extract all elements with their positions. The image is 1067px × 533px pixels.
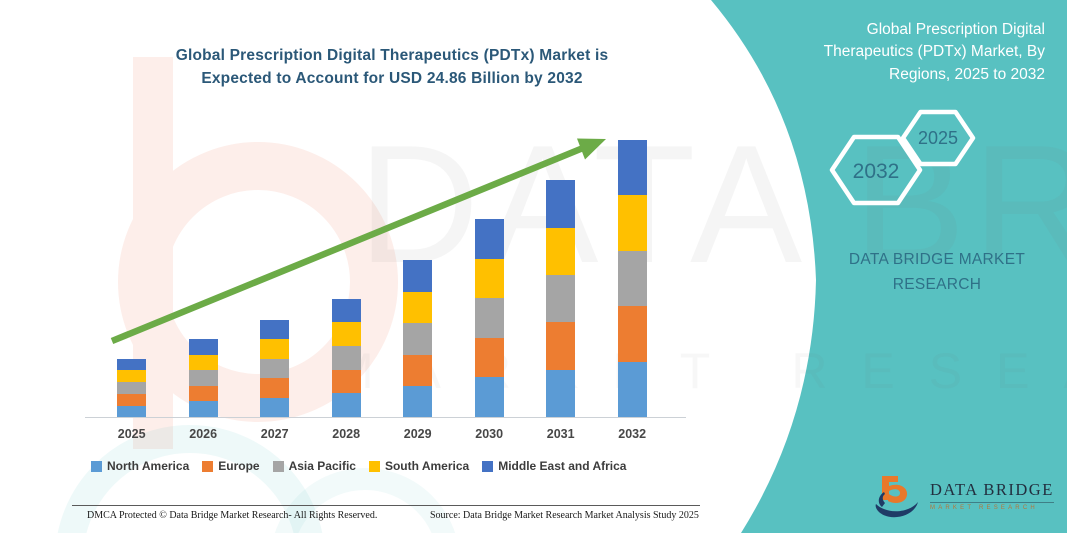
- legend-label: Middle East and Africa: [498, 459, 627, 473]
- background-watermark-subtext: MARKET RESEARCH: [332, 343, 1067, 399]
- legend-item-europe: Europe: [202, 459, 260, 473]
- bar-segment-north-america: [117, 405, 147, 417]
- bar-segment-asia-pacific: [546, 274, 576, 323]
- data-bridge-logo-icon: [875, 476, 918, 518]
- legend-item-middle-east-and-africa: Middle East and Africa: [482, 459, 626, 473]
- teal-watermark-ring: [270, 468, 460, 533]
- bar-segment-europe: [260, 378, 290, 398]
- legend-swatch: [272, 460, 284, 472]
- logo-b-bowl: [888, 484, 908, 503]
- bar-segment-middle-east-and-africa: [546, 180, 576, 228]
- hexagon-2032-label: 2032: [853, 160, 900, 183]
- bar-segment-south-america: [260, 339, 290, 359]
- side-panel-title: Global Prescription Digital Therapeutics…: [823, 21, 1045, 83]
- bar-segment-asia-pacific: [188, 370, 218, 386]
- x-tick-2028: 2028: [332, 427, 361, 441]
- x-tick-2030: 2030: [475, 427, 504, 441]
- bar-segment-middle-east-and-africa: [260, 319, 290, 340]
- legend-swatch: [202, 460, 214, 472]
- legend-label: North America: [107, 459, 190, 473]
- bar-segment-europe: [474, 337, 504, 378]
- bar-segment-north-america: [331, 393, 361, 417]
- brand-caption: DATA BRIDGE MARKET RESEARCH: [848, 251, 1026, 293]
- legend-swatch: [91, 460, 102, 472]
- bar-segment-south-america: [474, 258, 504, 299]
- bar-segment-south-america: [546, 227, 576, 275]
- bar-segment-north-america: [617, 361, 647, 417]
- hexagon-2025-label: 2025: [918, 128, 958, 148]
- bar-segment-north-america: [260, 397, 290, 417]
- x-tick-2031: 2031: [546, 427, 575, 441]
- data-bridge-logo: DATA BRIDGE MARKET RESEARCH: [872, 470, 1054, 522]
- bar-segment-north-america: [188, 401, 218, 417]
- logo-subtitle: MARKET RESEARCH: [930, 502, 1054, 511]
- legend-label: Asia Pacific: [288, 459, 356, 473]
- bar-segment-middle-east-and-africa: [403, 260, 433, 292]
- bar-segment-south-america: [117, 370, 147, 383]
- bar-segment-asia-pacific: [474, 298, 504, 338]
- stacked-bar-2031: [546, 180, 576, 417]
- bar-segment-europe: [188, 385, 218, 402]
- stacked-bar-2028: [331, 298, 361, 417]
- bar-segment-middle-east-and-africa: [188, 339, 218, 355]
- hexagon-2025: [900, 109, 976, 167]
- logo-wordmark: DATA BRIDGE MARKET RESEARCH: [930, 470, 1054, 511]
- bar-segment-north-america: [546, 369, 576, 417]
- bar-segment-middle-east-and-africa: [617, 140, 647, 196]
- bar-segment-asia-pacific: [331, 345, 361, 370]
- bar-segment-asia-pacific: [260, 358, 290, 379]
- bar-segment-europe: [546, 322, 576, 370]
- stacked-bar-2032: [617, 140, 647, 417]
- source-note: Source: Data Bridge Market Research Mark…: [430, 510, 699, 521]
- bar-segment-middle-east-and-africa: [331, 298, 361, 323]
- legend-item-south-america: South America: [368, 459, 470, 473]
- legend-swatch: [482, 460, 494, 472]
- stacked-bar-2029: [403, 260, 433, 417]
- stacked-bar-2025: [117, 358, 147, 417]
- stacked-bar-2027: [260, 319, 290, 417]
- bar-segment-south-america: [617, 195, 647, 251]
- bar-segment-europe: [617, 306, 647, 362]
- bar-segment-south-america: [403, 291, 433, 323]
- dmca-notice: DMCA Protected © Data Bridge Market Rese…: [87, 510, 378, 521]
- legend-label: South America: [384, 459, 470, 473]
- bar-segment-europe: [403, 354, 433, 386]
- bar-segment-south-america: [331, 322, 361, 346]
- bar-segment-asia-pacific: [117, 382, 147, 394]
- bar-segment-europe: [117, 393, 147, 406]
- legend-item-asia-pacific: Asia Pacific: [272, 459, 356, 473]
- bar-segment-middle-east-and-africa: [117, 358, 147, 371]
- bar-segment-asia-pacific: [403, 322, 433, 355]
- x-tick-2026: 2026: [189, 427, 218, 441]
- logo-title: DATA BRIDGE: [930, 480, 1054, 499]
- x-tick-2027: 2027: [260, 427, 289, 441]
- bar-segment-north-america: [474, 377, 504, 417]
- trend-arrow-head: [577, 138, 606, 160]
- stacked-bar-2030: [474, 219, 504, 417]
- hexagon-2032: [829, 134, 923, 206]
- x-tick-2025: 2025: [117, 427, 146, 441]
- bar-segment-north-america: [403, 385, 433, 417]
- chart-legend: North America Europe Asia Pacific South Ame…: [91, 459, 626, 473]
- x-tick-2032: 2032: [618, 427, 647, 441]
- x-tick-2029: 2029: [403, 427, 432, 441]
- legend-swatch: [368, 460, 380, 472]
- chart-title: Global Prescription Digital Therapeutics…: [175, 47, 609, 87]
- bar-segment-south-america: [188, 354, 218, 371]
- x-axis-line: [85, 417, 686, 418]
- legend-item-north-america: North America: [91, 459, 189, 473]
- footer-divider: [72, 505, 700, 506]
- bar-segment-middle-east-and-africa: [474, 219, 504, 259]
- legend-label: Europe: [218, 459, 260, 473]
- bar-segment-asia-pacific: [617, 250, 647, 307]
- bar-segment-europe: [331, 369, 361, 394]
- stacked-bar-2026: [188, 339, 218, 417]
